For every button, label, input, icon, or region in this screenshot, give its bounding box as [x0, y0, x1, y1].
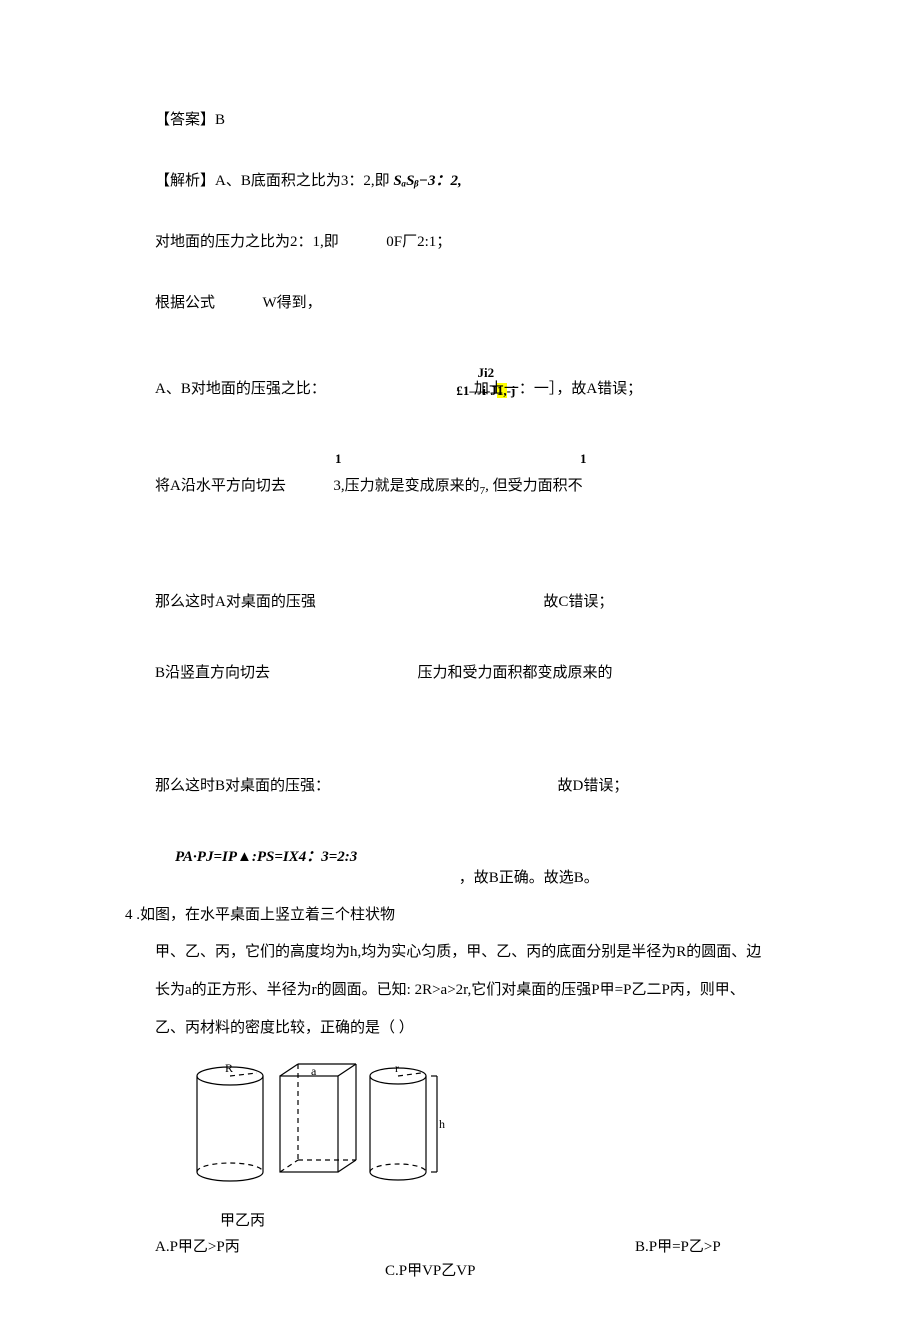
- exp3-a: 根据公式: [155, 295, 215, 311]
- exp9-a: PA·PJ=IP▲:PS=IX4：3=2:3: [175, 849, 357, 865]
- explain-line-4: A、B对地面的压强之比： Ji2 £1—i-J1,-j 加士一：一］，故A错误；: [155, 364, 770, 400]
- explain-line-5-nums: 1 1: [155, 450, 770, 464]
- explain-line-8: 那么这时B对桌面的压强： 故D错误；: [155, 776, 770, 797]
- exp2-b: 0F厂2:1；: [386, 234, 451, 250]
- num1: 1: [335, 450, 342, 468]
- exp7-b: 压力和受力面积都变成原来的: [418, 665, 613, 681]
- choice-a: A.P甲乙>P丙: [155, 1237, 240, 1258]
- cuboid-yi-icon: [280, 1064, 356, 1172]
- exp3-b: W得到，: [263, 295, 322, 311]
- q4-diagram: R a r h: [185, 1054, 770, 1206]
- exp2-a: 对地面的压力之比为2：1,即: [155, 234, 339, 250]
- explain-line-1: 【解析】A、B底面积之比为3：2,即 SₐSᵦ−3：2,: [155, 171, 770, 192]
- explain-line-7: B沿竖直方向切去 压力和受力面积都变成原来的: [155, 663, 770, 684]
- q4-body: 甲、乙、丙，它们的高度均为h,均为实心匀质，甲、乙、丙的底面分别是半径为R的圆面…: [155, 940, 770, 1040]
- q4-body-1: 甲、乙、丙，它们的高度均为h,均为实心匀质，甲、乙、丙的底面分别是半径为R的圆面…: [155, 940, 770, 964]
- label-a: a: [311, 1064, 317, 1078]
- choice-b: B.P甲=P乙>P: [635, 1237, 721, 1258]
- choice-c: C.P甲VP乙VP: [385, 1261, 475, 1282]
- exp5-a: 将A沿水平方向切去: [155, 478, 286, 494]
- exp6-b: 故C错误；: [543, 594, 613, 610]
- q4-number: 4 .如图，在水平桌面上竖立着三个柱状物: [125, 905, 770, 926]
- exp1-a: 【解析】A、B底面积之比为3：2,即: [155, 173, 390, 189]
- explain-line-2: 对地面的压力之比为2：1,即 0F厂2:1；: [155, 232, 770, 253]
- exp5-c: , 但受力面积不: [485, 478, 583, 494]
- cylinder-jia-icon: [197, 1067, 263, 1181]
- q4-body-3: 乙、丙材料的密度比较，正确的是（ ）: [155, 1016, 770, 1040]
- exp8-b: 故D错误；: [558, 778, 629, 794]
- h-brace-icon: [431, 1076, 437, 1172]
- exp6-a: 那么这时A对桌面的压强: [155, 594, 316, 610]
- exp7-a: B沿竖直方向切去: [155, 665, 270, 681]
- label-r: r: [395, 1061, 399, 1075]
- label-h: h: [439, 1117, 445, 1131]
- explain-line-3: 根据公式 W得到，: [155, 293, 770, 314]
- num2: 1: [580, 450, 587, 468]
- label-R: R: [225, 1061, 233, 1075]
- q4-caption: 甲乙丙: [220, 1210, 770, 1231]
- exp4-a: A、B对地面的压强之比：: [155, 379, 326, 400]
- q4-body-2: 长为a的正方形、半径为r的圆面。已知: 2R>a>2r,它们对桌面的压强P甲=P…: [155, 978, 770, 1002]
- answer-label: 【答案】B: [155, 110, 770, 131]
- q4-choices: A.P甲乙>P丙 B.P甲=P乙>P C.P甲VP乙VP: [155, 1237, 770, 1283]
- exp5-b: 3,压力就是变成原来的: [333, 478, 479, 494]
- exp8-a: 那么这时B对桌面的压强：: [155, 778, 330, 794]
- exp4-b: 加士一：一］，故A错误；: [474, 379, 642, 400]
- explain-line-5: 将A沿水平方向切去 3,压力就是变成原来的7, 但受力面积不: [155, 476, 770, 499]
- cylinder-bing-icon: [370, 1068, 426, 1180]
- exp9-b: ，故B正确。故选B。: [459, 870, 599, 886]
- explain-line-6: 那么这时A对桌面的压强 故C错误；: [155, 592, 770, 613]
- shapes-svg: R a r h: [185, 1054, 445, 1199]
- exp1-b: SₐSᵦ−3：2,: [393, 173, 461, 189]
- explain-line-9: PA·PJ=IP▲:PS=IX4：3=2:3 ，故B正确。故选B。: [155, 847, 770, 889]
